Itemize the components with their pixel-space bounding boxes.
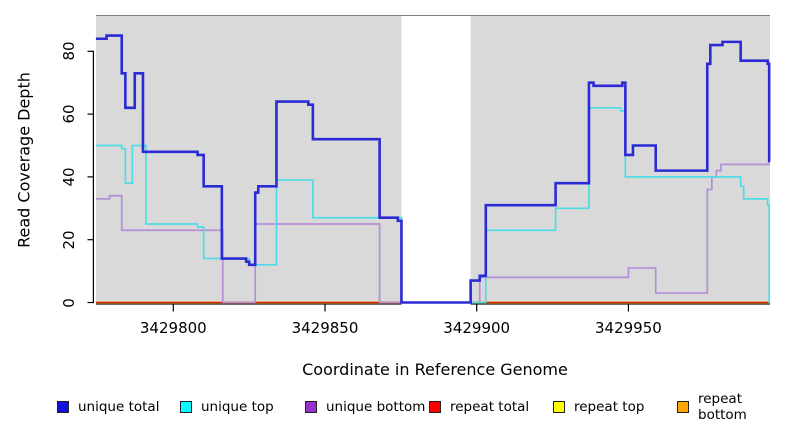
legend-label: repeat total: [450, 399, 530, 415]
legend-label: repeat bottom: [698, 391, 747, 423]
x-tick-label-3429900: 3429900: [443, 319, 511, 337]
legend-item-repeat-total: repeat total: [429, 398, 529, 416]
series-line-unique-total: [95, 34, 771, 304]
masked-region: [401, 16, 471, 307]
legend-swatch-repeat-top: [553, 401, 565, 413]
y-tick-label-0: 0: [60, 297, 78, 308]
y-tick-label-20: 20: [60, 230, 78, 250]
x-tick-label-3429850: 3429850: [291, 319, 359, 337]
legend-item-unique-total: unique total: [57, 398, 159, 416]
y-tick-label-40: 40: [60, 167, 78, 187]
legend-swatch-unique-total: [57, 401, 69, 413]
legend-item-repeat-bottom: repeat bottom: [677, 391, 792, 423]
x-tick-label-3429950: 3429950: [594, 319, 662, 337]
x-axis-title: Coordinate in Reference Genome: [302, 360, 568, 379]
legend-swatch-repeat-bottom: [677, 401, 689, 413]
legend-label: unique top: [201, 399, 274, 415]
x-tick-label-3429800: 3429800: [139, 319, 207, 337]
y-tick-label-80: 80: [60, 41, 78, 61]
legend-item-repeat-top: repeat top: [553, 398, 644, 416]
legend-swatch-repeat-total: [429, 401, 441, 413]
legend-item-unique-bottom: unique bottom: [305, 398, 425, 416]
y-tick-label-60: 60: [60, 104, 78, 124]
legend-label: repeat top: [574, 399, 645, 415]
legend-item-unique-top: unique top: [180, 398, 274, 416]
legend-label: unique total: [78, 399, 160, 415]
legend-swatch-unique-top: [180, 401, 192, 413]
legend-swatch-unique-bottom: [305, 401, 317, 413]
y-axis-title: Read Coverage Depth: [14, 72, 34, 248]
legend-label: unique bottom: [326, 399, 426, 415]
